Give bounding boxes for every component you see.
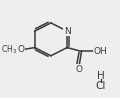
Text: O: O [76, 65, 83, 74]
Text: Cl: Cl [95, 81, 106, 91]
Text: O: O [17, 45, 24, 54]
Text: N: N [64, 27, 71, 36]
Text: CH$_3$: CH$_3$ [1, 43, 17, 56]
Text: OH: OH [94, 47, 108, 56]
Text: H: H [97, 71, 104, 81]
